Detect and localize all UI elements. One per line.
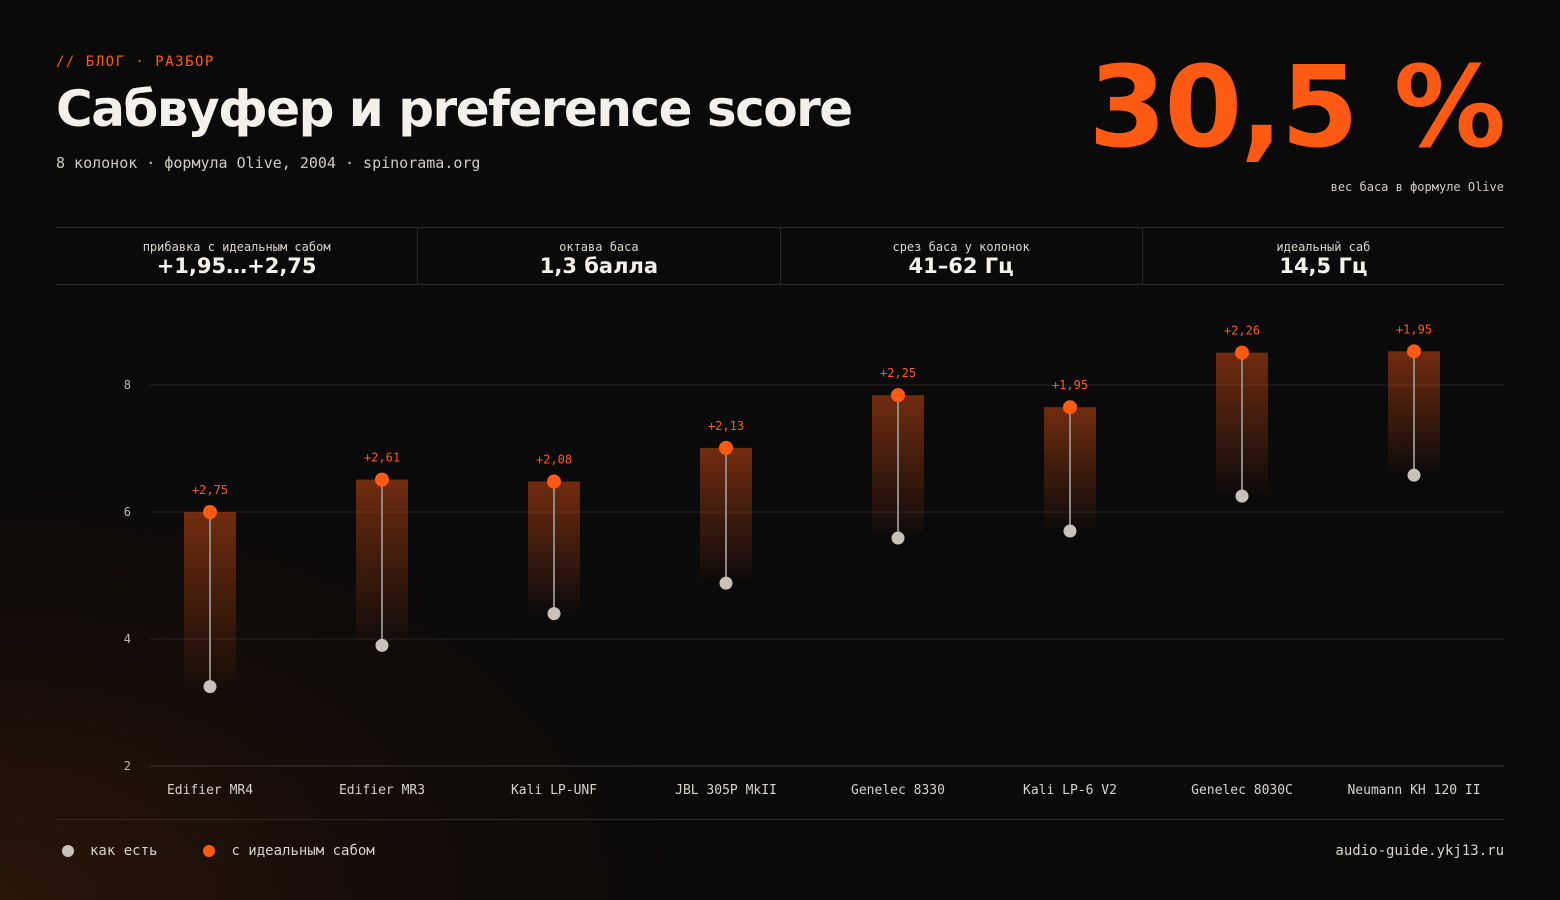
base-score-point bbox=[719, 576, 733, 590]
stats-strip: прибавка с идеальным сабом +1,95…+2,75 о… bbox=[56, 227, 1504, 285]
delta-label: +2,08 bbox=[536, 453, 572, 467]
base-score-point bbox=[547, 607, 561, 621]
site-url: audio-guide.ykj13.ru bbox=[1335, 843, 1504, 859]
x-tick-label: Neumann KH 120 II bbox=[1347, 783, 1480, 798]
x-tick-label: Kali LP-6 V2 bbox=[1023, 783, 1117, 798]
sub-score-point bbox=[547, 474, 561, 489]
stat-label: прибавка с идеальным сабом bbox=[142, 240, 331, 254]
score-chart: 2 4 6 8 +2,75 Edifier MR4 +2,61 Edifier MR3 +2,0… bbox=[124, 322, 1504, 798]
legend-marker-base bbox=[62, 845, 74, 857]
legend-label: с идеальным сабом bbox=[231, 843, 375, 859]
base-score-point bbox=[1407, 468, 1421, 482]
stat-value: +1,95…+2,75 bbox=[156, 254, 317, 278]
x-tick-label: Kali LP-UNF bbox=[511, 783, 597, 798]
delta-label: +1,95 bbox=[1396, 322, 1432, 336]
stat-gain: прибавка с идеальным сабом +1,95…+2,75 bbox=[56, 228, 419, 284]
base-score-point bbox=[1235, 489, 1249, 503]
x-tick-label: Edifier MR4 bbox=[167, 783, 253, 798]
sub-score-point bbox=[891, 388, 905, 403]
delta-label: +2,26 bbox=[1224, 324, 1260, 338]
y-tick-label: 2 bbox=[124, 759, 131, 773]
y-tick-label: 6 bbox=[124, 505, 131, 519]
x-tick-label: Genelec 8030C bbox=[1191, 783, 1293, 798]
x-tick-label: Edifier MR3 bbox=[339, 783, 425, 798]
sub-score-point bbox=[375, 472, 389, 487]
legend-item-sub: с идеальным сабом bbox=[203, 843, 375, 859]
page-title: Сабвуфер и preference score bbox=[56, 80, 853, 138]
base-score-point bbox=[891, 531, 905, 545]
base-score-point bbox=[203, 680, 217, 694]
legend-label: как есть bbox=[90, 843, 158, 859]
delta-label: +2,75 bbox=[192, 483, 228, 497]
stat-ideal-sub: идеальный саб 14,5 Гц bbox=[1143, 228, 1504, 284]
stat-value: 41–62 Гц bbox=[908, 254, 1014, 278]
stat-bass-octave: октава баса 1,3 балла bbox=[418, 228, 781, 284]
page-subtitle: 8 колонок · формула Olive, 2004 · spinor… bbox=[56, 154, 481, 172]
x-tick-label: JBL 305P MkII bbox=[675, 783, 777, 798]
base-score-point bbox=[375, 638, 389, 652]
legend-item-base: как есть bbox=[62, 843, 157, 859]
x-tick-label: Genelec 8330 bbox=[851, 783, 945, 798]
sub-score-point bbox=[719, 440, 733, 455]
stat-label: идеальный саб bbox=[1276, 240, 1371, 254]
stat-value: 1,3 балла bbox=[539, 254, 659, 278]
stat-label: срез баса у колонок bbox=[892, 240, 1030, 254]
delta-label: +2,25 bbox=[880, 366, 916, 380]
sub-score-point bbox=[1407, 344, 1421, 359]
section-kicker: // БЛОГ · РАЗБОР bbox=[56, 54, 215, 70]
stat-label: октава баса bbox=[559, 240, 639, 254]
delta-label: +1,95 bbox=[1052, 378, 1088, 392]
stat-bass-cutoff: срез баса у колонок 41–62 Гц bbox=[781, 228, 1143, 284]
y-tick-label: 8 bbox=[124, 378, 131, 392]
divider bbox=[56, 819, 1504, 820]
legend-marker-sub bbox=[203, 845, 216, 857]
sub-score-point bbox=[1235, 345, 1249, 360]
headline-caption: вес баса в формуле Olive bbox=[1330, 180, 1504, 194]
stat-value: 14,5 Гц bbox=[1279, 254, 1368, 278]
y-tick-label: 4 bbox=[124, 632, 131, 646]
headline-number: 30,5 % bbox=[1088, 43, 1506, 173]
sub-score-point bbox=[203, 505, 217, 519]
chart-legend: как есть с идеальным сабом bbox=[62, 843, 421, 859]
sub-score-point bbox=[1063, 400, 1077, 415]
base-score-point bbox=[1063, 524, 1077, 538]
delta-label: +2,13 bbox=[708, 419, 744, 433]
delta-label: +2,61 bbox=[364, 451, 400, 465]
